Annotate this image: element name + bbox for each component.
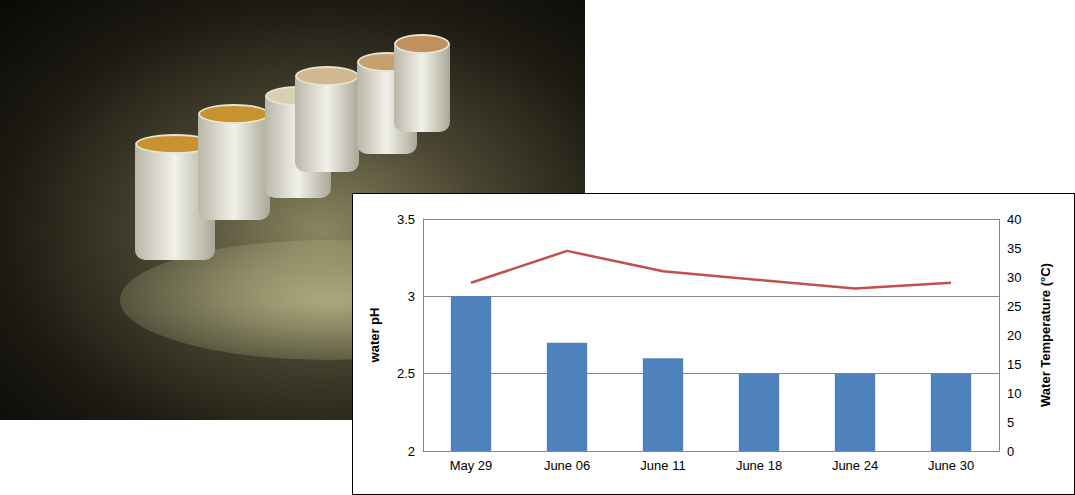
svg-text:10: 10 — [1007, 386, 1021, 401]
svg-text:May 29: May 29 — [450, 458, 493, 473]
svg-text:June 30: June 30 — [928, 458, 974, 473]
svg-text:3: 3 — [408, 289, 415, 304]
svg-text:June 11: June 11 — [640, 458, 685, 473]
svg-text:30: 30 — [1007, 270, 1021, 285]
svg-text:water pH: water pH — [367, 308, 382, 364]
svg-text:2: 2 — [408, 444, 415, 459]
svg-text:June 06: June 06 — [544, 458, 590, 473]
svg-text:2.5: 2.5 — [397, 366, 415, 381]
svg-text:40: 40 — [1007, 212, 1021, 227]
svg-text:15: 15 — [1007, 357, 1021, 372]
svg-text:June 18: June 18 — [736, 458, 782, 473]
svg-text:0: 0 — [1007, 444, 1014, 459]
svg-text:Water Temperature (°C): Water Temperature (°C) — [1038, 263, 1053, 407]
svg-text:3.5: 3.5 — [397, 212, 415, 227]
svg-text:June 24: June 24 — [832, 458, 878, 473]
svg-text:25: 25 — [1007, 299, 1021, 314]
svg-text:35: 35 — [1007, 241, 1021, 256]
svg-text:20: 20 — [1007, 328, 1021, 343]
svg-text:5: 5 — [1007, 415, 1014, 430]
